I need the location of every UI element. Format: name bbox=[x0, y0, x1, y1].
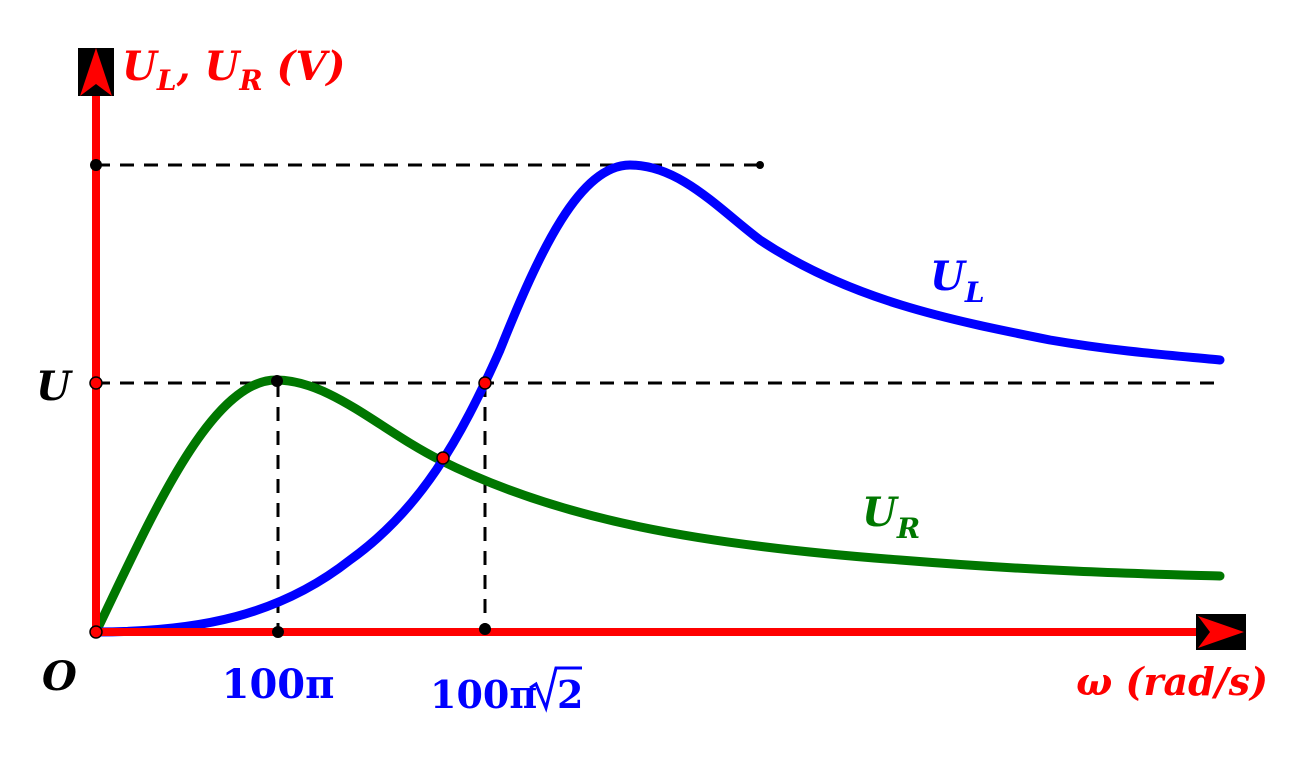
u-point bbox=[89, 376, 103, 390]
x-tick-100pi-sqrt2-radicand: 2 bbox=[557, 672, 583, 717]
ul-max-guide-end bbox=[756, 161, 764, 169]
ur-peak-point bbox=[271, 375, 283, 387]
ul-curve bbox=[91, 160, 1225, 637]
ul-max-point bbox=[90, 159, 102, 171]
y-axis-arrowhead bbox=[80, 48, 112, 96]
guide-lines bbox=[96, 163, 1215, 632]
points bbox=[89, 159, 764, 639]
x-tick-100pi-label: 100π bbox=[222, 661, 335, 708]
y-axis-label: UL, UR (V) bbox=[122, 43, 345, 97]
y-tick-u-label: U bbox=[36, 363, 73, 410]
ul-curve-label: UL bbox=[930, 253, 985, 309]
x-axis-label: ω (rad/s) bbox=[1076, 659, 1268, 704]
sqrt-sign bbox=[529, 666, 582, 713]
ul-equals-u-point bbox=[478, 376, 492, 390]
ur-curve-label: UR bbox=[862, 489, 920, 545]
x-100pi-sqrt2-point bbox=[479, 623, 491, 635]
x-tick-100pi-sqrt2-base: 100π bbox=[430, 672, 537, 717]
curves-intersection-point bbox=[436, 451, 450, 465]
x-axis-arrowhead bbox=[1198, 616, 1244, 648]
x-100pi-point bbox=[272, 626, 284, 638]
origin-label: O bbox=[42, 653, 77, 700]
origin-point bbox=[89, 625, 103, 639]
x-tick-100pi-sqrt2-label: 100π 2 bbox=[430, 666, 583, 717]
ur-curve bbox=[91, 375, 1225, 637]
axes bbox=[78, 48, 1246, 650]
